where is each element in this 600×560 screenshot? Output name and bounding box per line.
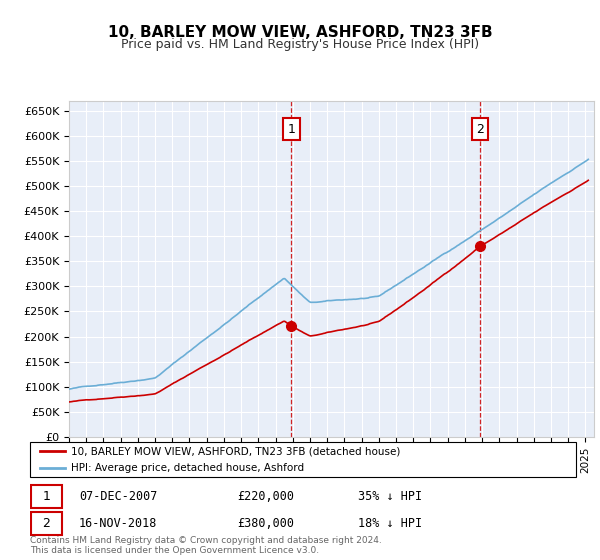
Text: 1: 1: [287, 123, 295, 136]
FancyBboxPatch shape: [30, 442, 576, 477]
Text: 10, BARLEY MOW VIEW, ASHFORD, TN23 3FB (detached house): 10, BARLEY MOW VIEW, ASHFORD, TN23 3FB (…: [71, 446, 400, 456]
Text: This data is licensed under the Open Government Licence v3.0.: This data is licensed under the Open Gov…: [30, 546, 319, 555]
Text: 1: 1: [43, 490, 50, 503]
Text: HPI: Average price, detached house, Ashford: HPI: Average price, detached house, Ashf…: [71, 463, 304, 473]
Text: £220,000: £220,000: [238, 490, 295, 503]
Text: 10, BARLEY MOW VIEW, ASHFORD, TN23 3FB: 10, BARLEY MOW VIEW, ASHFORD, TN23 3FB: [107, 25, 493, 40]
Text: 07-DEC-2007: 07-DEC-2007: [79, 490, 158, 503]
Text: 18% ↓ HPI: 18% ↓ HPI: [358, 517, 422, 530]
FancyBboxPatch shape: [31, 512, 62, 535]
Text: 35% ↓ HPI: 35% ↓ HPI: [358, 490, 422, 503]
Text: Contains HM Land Registry data © Crown copyright and database right 2024.: Contains HM Land Registry data © Crown c…: [30, 536, 382, 545]
Text: 2: 2: [476, 123, 484, 136]
Text: 16-NOV-2018: 16-NOV-2018: [79, 517, 158, 530]
Text: £380,000: £380,000: [238, 517, 295, 530]
Text: Price paid vs. HM Land Registry's House Price Index (HPI): Price paid vs. HM Land Registry's House …: [121, 38, 479, 51]
Text: 2: 2: [43, 517, 50, 530]
FancyBboxPatch shape: [31, 485, 62, 508]
